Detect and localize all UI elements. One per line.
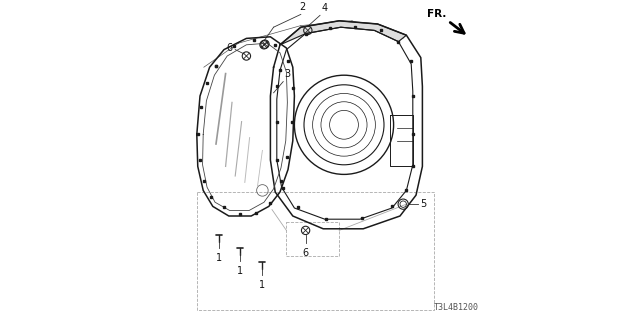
Text: T3L4B1200: T3L4B1200 xyxy=(433,303,479,312)
Text: 1: 1 xyxy=(259,280,265,290)
Text: 1: 1 xyxy=(237,266,243,276)
Text: 3: 3 xyxy=(285,69,291,79)
Text: 6: 6 xyxy=(303,248,308,258)
Text: 2: 2 xyxy=(300,2,305,12)
Text: FR.: FR. xyxy=(427,9,447,19)
Text: 4: 4 xyxy=(322,3,328,13)
Text: 1: 1 xyxy=(216,253,222,263)
Polygon shape xyxy=(280,21,406,45)
Text: 5: 5 xyxy=(420,199,426,209)
Text: 6: 6 xyxy=(227,43,233,53)
